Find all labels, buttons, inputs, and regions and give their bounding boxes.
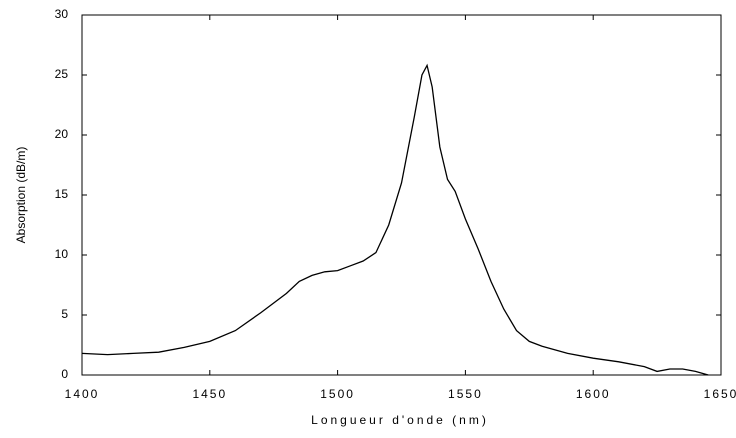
y-tick-label: 10 (55, 247, 69, 261)
plot-frame (81, 14, 722, 376)
y-axis-label: Absorption (dB/m) (14, 147, 28, 244)
data-line (81, 63, 709, 376)
y-tick-label: 30 (55, 7, 69, 21)
x-tick-label: 1500 (320, 387, 355, 401)
x-tick-label: 1450 (192, 387, 227, 401)
x-tick-label: 1550 (448, 387, 483, 401)
y-tick-label: 20 (55, 127, 69, 141)
y-tick-label: 25 (55, 67, 69, 81)
x-tick-label: 1400 (65, 387, 100, 401)
y-tick-label: 0 (61, 367, 68, 381)
y-tick-label: 15 (55, 187, 69, 201)
x-axis-label: Longueur d'onde (nm) (311, 413, 489, 427)
x-tick-label: 1600 (576, 387, 611, 401)
y-tick-label: 5 (61, 307, 68, 321)
x-tick-label: 1650 (704, 387, 736, 401)
